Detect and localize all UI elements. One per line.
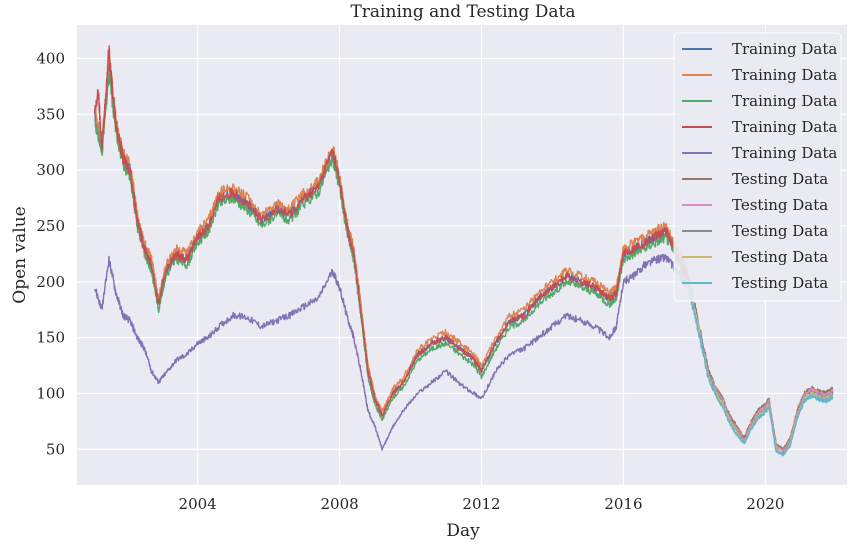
y-tick-label: 200 (36, 273, 65, 291)
y-tick-label: 150 (36, 329, 65, 347)
legend-box (673, 32, 842, 302)
legend-label: Testing Data (732, 274, 828, 292)
x-tick-label: 2004 (179, 495, 217, 513)
y-tick-label: 400 (36, 49, 65, 67)
legend-label: Training Data (732, 92, 837, 110)
legend-label: Training Data (732, 40, 837, 58)
legend-label: Training Data (732, 66, 837, 84)
x-tick-label: 2020 (746, 495, 784, 513)
series-line-4 (94, 253, 688, 451)
chart-title: Training and Testing Data (350, 2, 575, 22)
y-tick-label: 250 (36, 217, 65, 235)
series-layer (94, 45, 834, 457)
legend-label: Testing Data (732, 222, 828, 240)
y-tick-label: 100 (36, 384, 65, 402)
legend-label: Testing Data (732, 196, 828, 214)
y-tick-label: 350 (36, 105, 65, 123)
legend-label: Training Data (732, 144, 837, 162)
legend-label: Testing Data (732, 170, 828, 188)
y-tick-label: 300 (36, 161, 65, 179)
x-tick-labels: 2004 2008 2012 2016 2020 (179, 495, 785, 513)
x-tick-label: 2008 (320, 495, 358, 513)
x-axis-label: Day (446, 521, 480, 541)
y-tick-label: 50 (46, 440, 65, 458)
x-tick-label: 2016 (604, 495, 642, 513)
legend: Training Data Training Data Training Data T… (673, 32, 842, 302)
series-line-3 (94, 45, 688, 418)
y-axis-label: Open value (10, 206, 30, 303)
series-line-9 (686, 283, 834, 457)
y-tick-labels: 50 100 150 200 250 300 350 400 (36, 49, 65, 458)
legend-label: Training Data (732, 118, 837, 136)
x-tick-label: 2012 (462, 495, 500, 513)
legend-label: Testing Data (732, 248, 828, 266)
